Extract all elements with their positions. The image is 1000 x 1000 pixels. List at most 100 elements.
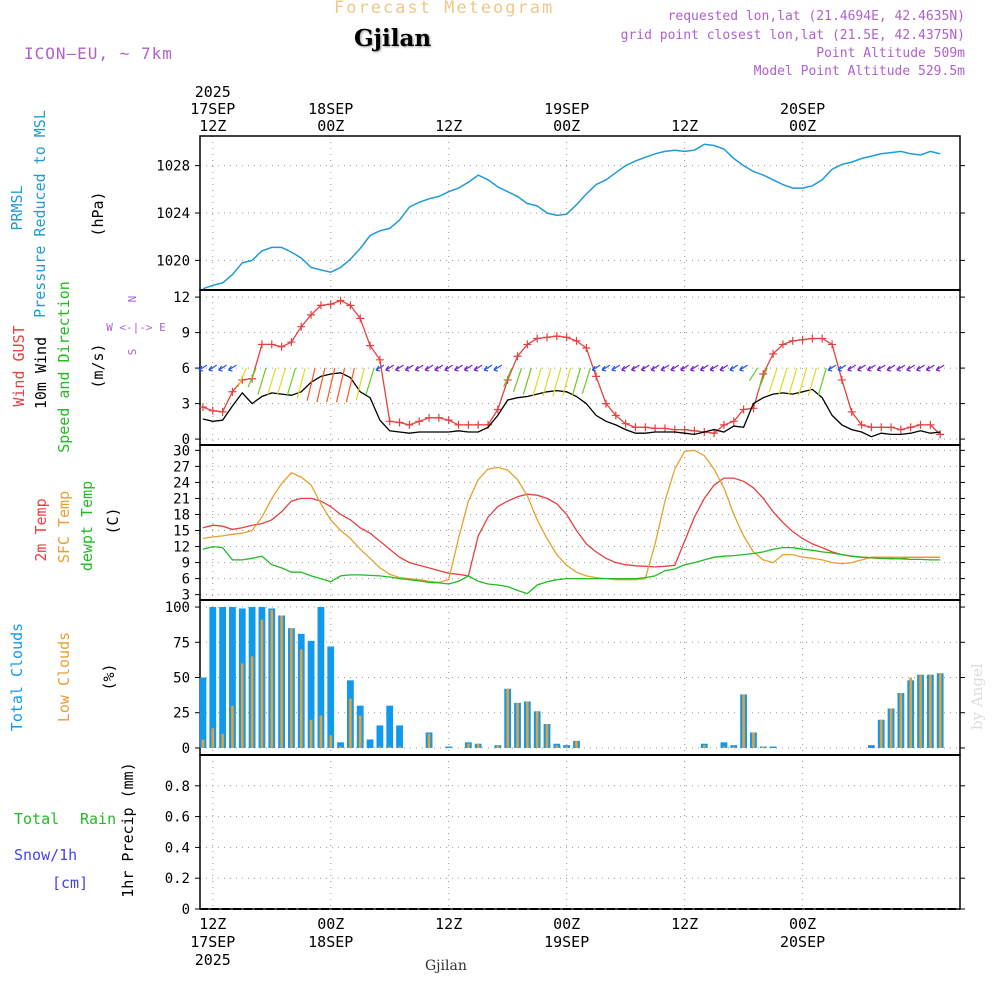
low-cloud-bar [211,728,215,748]
y-tick-label: 24 [173,475,190,491]
compass-n: N [126,296,139,303]
time-label-top: 00Z [317,117,344,135]
gust-marker [572,336,581,345]
wind-arrow [237,367,247,388]
gust-marker [906,423,915,432]
time-label-bottom: 12Z [199,915,226,933]
wind-arrow [758,367,768,389]
low-cloud-bar [545,724,549,748]
gust-line [202,299,941,435]
y-tick-label: 0.6 [165,810,190,826]
wind-arrow [473,364,483,372]
low-cloud-bar [889,708,893,748]
time-label-top: 17SEP [190,100,235,118]
low-cloud-bar [506,688,509,748]
gust-marker [719,420,728,429]
gust-marker [415,417,424,426]
wind-arrow [798,367,808,396]
gust-marker [936,430,945,439]
gust-marker [601,399,610,408]
time-label-bottom: 12Z [435,915,462,933]
y-tick-label: 9 [182,556,190,572]
y-tick-label: 9 [182,326,190,342]
wind-arrow [503,367,513,388]
wind-arrow [542,367,552,397]
y-tick-label: 0.4 [165,840,190,856]
low-cloud-bar [339,746,342,748]
compass-s: S [126,349,139,356]
time-label-bottom: 12Z [671,915,698,933]
low-cloud-bar [702,745,706,748]
wind-arrow [866,364,876,372]
gust-marker [395,418,404,427]
y-tick-label: 21 [173,491,190,507]
gust-marker [887,423,896,432]
point-altitude: Point Altitude 509m [816,46,965,61]
total-cloud-bar [209,607,217,748]
wind-arrow [640,364,650,372]
wind-arrow [395,364,404,372]
snow-unit-label: [cm] [52,874,88,892]
gust-marker [277,342,286,351]
low-cloud-bar [555,745,559,748]
wind-arrow [886,364,896,372]
low-cloud-bar [761,746,765,748]
low-cloud-bar [899,693,903,748]
y-tick-label: 12 [173,540,190,556]
wind-arrow [778,367,788,395]
gust-marker [307,310,316,319]
time-label-bottom: 00Z [789,915,816,933]
low-cloud-bar [250,656,254,748]
low-clouds-label: Low Clouds [55,632,73,722]
y-tick-label: 30 [173,443,190,459]
wind-arrow [208,364,218,372]
sfc-temp-label: SFC Temp [55,491,73,563]
pressure-unit: (hPa) [89,191,107,236]
time-label-bottom: 20SEP [780,933,825,951]
low-cloud-bar [201,739,205,748]
watermark: by Angel [968,663,986,730]
gust-label: Wind GUST [10,325,28,406]
wind-arrow [257,367,267,395]
wind-arrow [847,364,857,372]
gust-marker [375,355,384,364]
time-label-bottom: 18SEP [308,933,353,951]
wind-arrow [385,364,395,372]
wind-arrow [454,364,463,372]
wind-arrow [335,367,346,403]
low-cloud-bar [388,746,392,748]
model-label: ICON—EU, ~ 7km [24,44,173,63]
time-label-top: 2025 [195,83,231,101]
low-cloud-bar [221,733,224,748]
total-cloud-bar [317,607,325,748]
wind-arrow [896,364,906,372]
clouds-unit: (%) [100,663,118,690]
wind-arrow [857,364,866,372]
gust-marker [641,423,650,432]
wind-arrow [650,364,660,372]
sfc-temp-line [202,449,941,584]
low-cloud-bar [909,677,913,748]
gust-marker [818,334,827,343]
time-label-top: 00Z [553,117,580,135]
total-cloud-bar [396,725,403,748]
gust-marker [228,387,237,396]
gust-marker [287,338,296,347]
wind-arrow [247,367,257,388]
wind-arrow [355,367,365,401]
total-cloud-bar [769,746,777,748]
wind-arrow [581,367,591,394]
wind-arrow [837,364,847,372]
total-cloud-bar [366,739,374,748]
gust-marker [857,420,866,429]
gust-marker [877,423,886,432]
wind-arrow [699,364,709,372]
time-label-bottom: 17SEP [190,933,235,951]
y-tick-label: 0.2 [165,871,190,887]
requested-coords: requested lon,lat (21.4694E, 42.4635N) [667,9,965,24]
y-tick-label: 15 [173,524,190,540]
wind-label: 10m Wind [32,337,50,409]
gust-marker [257,340,266,349]
gust-marker [916,420,925,429]
